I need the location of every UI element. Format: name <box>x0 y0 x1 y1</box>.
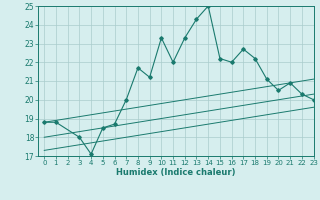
X-axis label: Humidex (Indice chaleur): Humidex (Indice chaleur) <box>116 168 236 177</box>
